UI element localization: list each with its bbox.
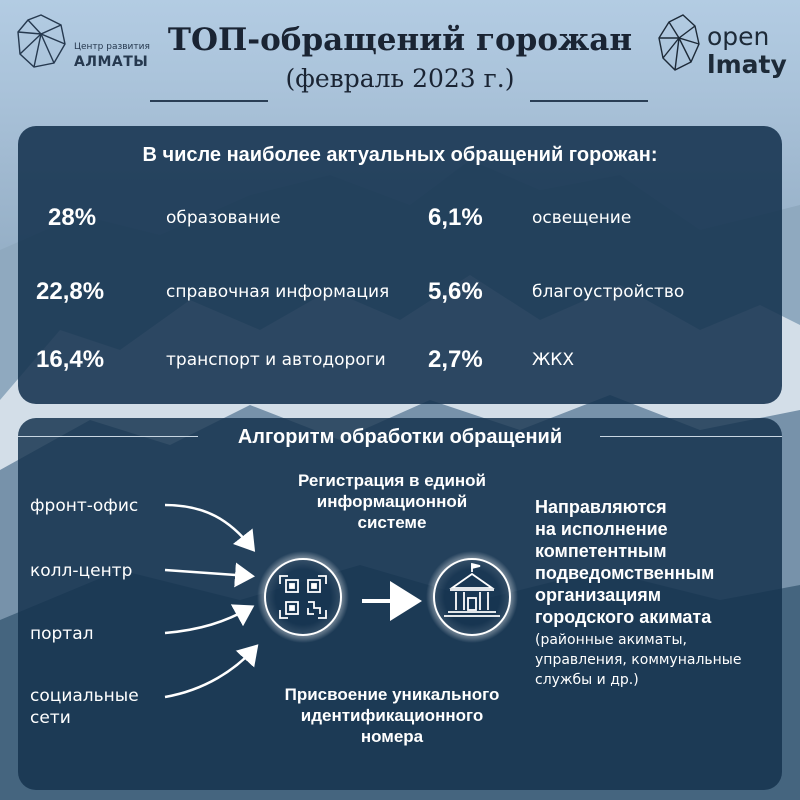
stat-item: 16,4% транспорт и автодороги — [36, 346, 406, 386]
registration-line: информационной — [316, 492, 468, 511]
assignment-line: Присвоение уникального — [284, 685, 500, 704]
algorithm-heading: Алгоритм обработки обращений — [237, 426, 563, 448]
destination-line: Направляются — [535, 497, 667, 517]
page-title: ТОП-обращений горожан — [167, 22, 633, 58]
stat-percent: 2,7% — [428, 346, 483, 373]
logo-left-name: АЛМАТЫ — [74, 54, 149, 70]
destination-text: Направляются на исполнение компетентным … — [535, 496, 785, 690]
page-subtitle: (февраль 2023 г.) — [285, 64, 515, 93]
destination-line: компетентным — [535, 541, 667, 561]
header-rule-left — [150, 100, 268, 102]
registration-line: системе — [357, 513, 427, 532]
source-call-center: колл-центр — [30, 561, 133, 581]
destination-line: городского акимата — [535, 607, 712, 627]
registration-line: Регистрация в единой — [297, 471, 487, 490]
stat-item: 2,7% ЖКХ — [428, 346, 768, 386]
government-building-icon — [426, 551, 518, 643]
algorithm-panel: Алгоритм обработки обращений — [18, 418, 782, 790]
stat-label: справочная информация — [166, 282, 390, 302]
stat-label: транспорт и автодороги — [166, 350, 386, 370]
qr-code-icon — [257, 551, 349, 643]
stat-percent: 6,1% — [428, 204, 483, 231]
header-rule-right — [530, 100, 648, 102]
destination-line: подведомственным — [535, 563, 715, 583]
logo-right-line2: lmaty — [707, 50, 787, 79]
assignment-text: Присвоение уникального идентификационног… — [252, 684, 532, 747]
arrow-portal — [164, 604, 255, 635]
open-almaty-logo: open lmaty — [655, 10, 795, 85]
stat-percent: 22,8% — [36, 278, 105, 305]
source-social-line1: социальные — [30, 686, 139, 706]
polygon-leopard-icon — [658, 14, 700, 71]
top-appeals-panel: В числе наиболее актуальных обращений го… — [18, 126, 782, 404]
algorithm-rule-right — [600, 436, 782, 437]
stat-label: ЖКХ — [532, 350, 575, 370]
source-front-office: фронт-офис — [30, 496, 139, 516]
stat-percent: 16,4% — [36, 346, 105, 373]
assignment-line: идентификационного — [300, 706, 484, 725]
arrow-social — [164, 644, 259, 699]
assignment-line: номера — [360, 727, 424, 746]
polygon-leopard-icon — [17, 14, 66, 68]
stat-item: 5,6% благоустройство — [428, 278, 768, 318]
source-social-line2: сети — [30, 708, 71, 728]
stat-percent: 28% — [48, 204, 97, 231]
stat-label: освещение — [532, 208, 632, 228]
arrow-front-office — [164, 503, 256, 552]
destination-note: управления, коммунальные — [535, 652, 742, 668]
registration-text: Регистрация в единой информационной сист… — [262, 470, 522, 533]
source-arrows — [164, 503, 422, 699]
logo-left-caption: Центр развития — [74, 42, 150, 52]
destination-note: службы и др.) — [535, 672, 639, 688]
source-portal: портал — [30, 624, 94, 644]
stat-label: благоустройство — [532, 282, 685, 302]
stat-percent: 5,6% — [428, 278, 483, 305]
destination-line: организациям — [535, 585, 662, 605]
arrow-call-center — [164, 562, 255, 588]
stat-item: 22,8% справочная информация — [36, 278, 406, 318]
stat-item: 6,1% освещение — [428, 204, 768, 244]
destination-line: на исполнение — [535, 519, 668, 539]
logo-right-line1: open — [707, 22, 770, 51]
stat-item: 28% образование — [48, 204, 408, 244]
centr-razvitiya-logo: Центр развития АЛМАТЫ — [14, 12, 154, 82]
algorithm-rule-left — [18, 436, 198, 437]
top-panel-heading: В числе наиболее актуальных обращений го… — [142, 144, 658, 166]
destination-note: (районные акиматы, — [535, 632, 687, 648]
stat-label: образование — [166, 208, 281, 228]
